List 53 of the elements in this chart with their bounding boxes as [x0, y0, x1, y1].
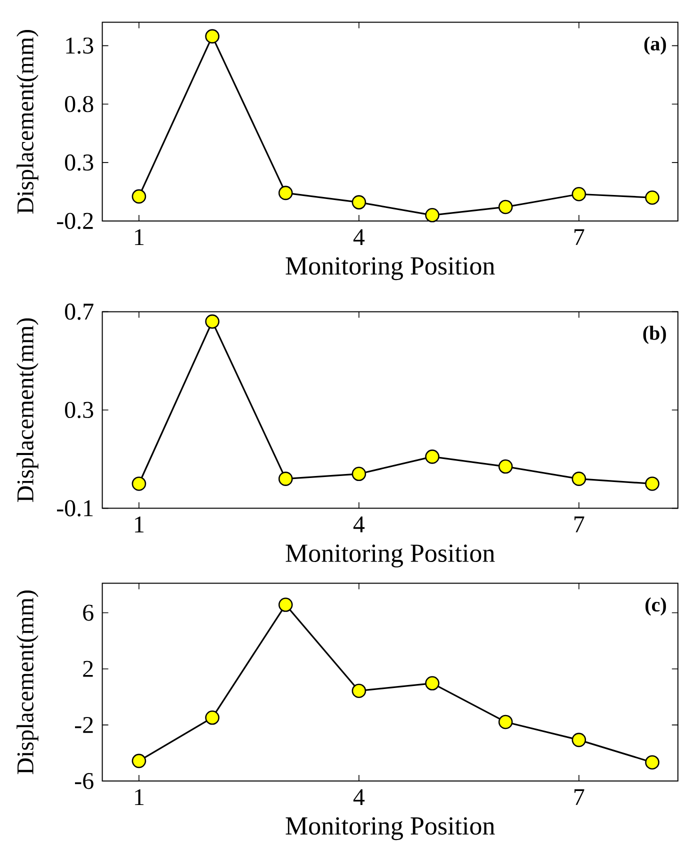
point: [352, 466, 366, 482]
y-tick-label: 0.3: [65, 402, 94, 418]
y-tick-label: -2: [75, 716, 93, 733]
y-axis-title: Displacement(mm): [16, 30, 38, 214]
point: [425, 676, 440, 690]
y-axis-title: Displacement(mm): [16, 318, 38, 502]
x-tick-label: 7: [574, 516, 584, 532]
point: [132, 476, 146, 491]
point: [572, 472, 586, 486]
point: [352, 195, 366, 210]
point: [278, 186, 293, 200]
point: [132, 189, 146, 204]
y-tick-label: 0.3: [65, 154, 94, 171]
y-tick-label: -0.2: [57, 212, 93, 230]
point: [425, 208, 440, 222]
x-tick-label: 7: [574, 789, 584, 805]
x-tick-label: 7: [574, 229, 584, 245]
point: [645, 190, 660, 205]
x-tick-label: 4: [353, 789, 365, 806]
point: [425, 450, 440, 464]
x-axis-title: Monitoring Position: [286, 257, 495, 280]
x-axis-title: Monitoring Position: [286, 817, 495, 840]
annotation: (a): [644, 36, 666, 55]
y-tick-label: 2: [83, 660, 93, 677]
point: [278, 598, 293, 612]
y-tick-label: 0.8: [65, 96, 94, 112]
point: [498, 459, 513, 474]
x-tick-label: 4: [353, 229, 365, 245]
point: [572, 186, 586, 202]
y-tick-label: 6: [83, 604, 94, 621]
y-axis-title: Displacement(mm): [16, 590, 38, 774]
point: [498, 200, 513, 214]
point: [645, 476, 660, 491]
annotation: (c): [646, 597, 666, 616]
point: [205, 710, 220, 725]
point: [572, 732, 586, 748]
point: [645, 755, 660, 770]
point: [278, 472, 293, 486]
x-tick-label: 4: [353, 516, 365, 532]
x-tick-label: 1: [135, 229, 144, 246]
x-tick-label: 1: [135, 789, 144, 806]
y-tick-label: 0.7: [65, 304, 94, 320]
y-tick-label: 1.3: [66, 38, 94, 54]
y-tick-label: -0.1: [57, 500, 93, 516]
point: [352, 684, 366, 698]
y-tick-label: -6: [75, 772, 94, 790]
annotation: (b): [643, 326, 666, 344]
x-tick-label: 1: [135, 516, 144, 532]
point: [205, 29, 220, 44]
point: [132, 754, 146, 768]
point: [498, 714, 513, 730]
point: [205, 314, 220, 329]
x-axis-title: Monitoring Position: [286, 544, 495, 568]
